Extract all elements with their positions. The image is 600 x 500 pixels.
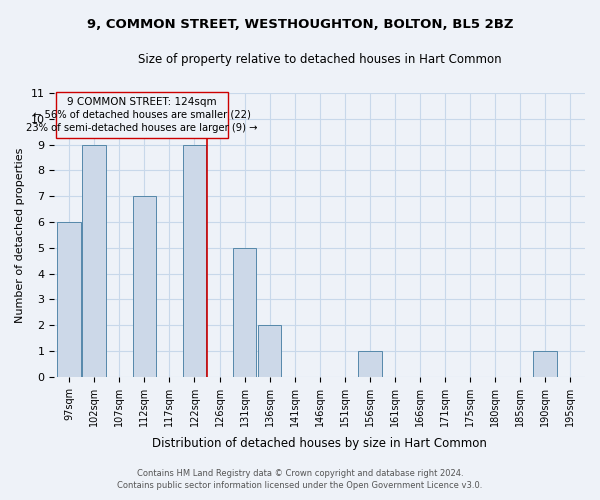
Y-axis label: Number of detached properties: Number of detached properties [15,147,25,322]
Bar [358,351,382,377]
Bar [233,248,256,377]
Bar [533,351,557,377]
Text: Contains HM Land Registry data © Crown copyright and database right 2024.
Contai: Contains HM Land Registry data © Crown c… [118,468,482,490]
FancyBboxPatch shape [56,92,228,138]
Text: 23% of semi-detached houses are larger (9) →: 23% of semi-detached houses are larger (… [26,123,257,133]
Bar [58,222,81,377]
Bar [82,144,106,377]
Text: ← 56% of detached houses are smaller (22): ← 56% of detached houses are smaller (22… [33,109,251,119]
Text: 9, COMMON STREET, WESTHOUGHTON, BOLTON, BL5 2BZ: 9, COMMON STREET, WESTHOUGHTON, BOLTON, … [87,18,513,30]
X-axis label: Distribution of detached houses by size in Hart Common: Distribution of detached houses by size … [152,437,487,450]
Bar [133,196,156,377]
Text: 9 COMMON STREET: 124sqm: 9 COMMON STREET: 124sqm [67,97,217,107]
Bar [257,325,281,377]
Bar [182,144,206,377]
Title: Size of property relative to detached houses in Hart Common: Size of property relative to detached ho… [138,52,502,66]
